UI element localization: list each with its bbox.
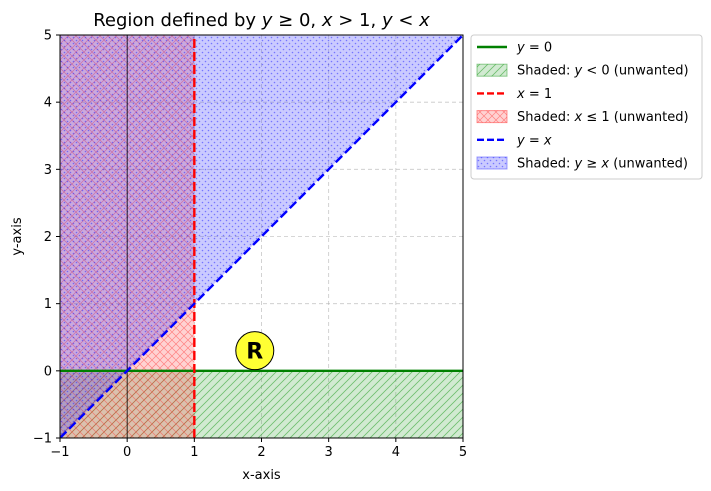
text-part: x bbox=[543, 133, 552, 148]
legend-label: x = 1 bbox=[516, 87, 552, 102]
text-part: = 0 bbox=[525, 41, 552, 56]
x-tick-label: −1 bbox=[50, 445, 69, 460]
text-part: y bbox=[516, 133, 525, 148]
text-part: > 1, bbox=[333, 10, 382, 31]
text-part: x bbox=[516, 87, 525, 102]
y-tick-label: 0 bbox=[44, 364, 52, 379]
legend-entry-shade_y_ge_x: Shaded: y ≥ x (unwanted) bbox=[476, 156, 688, 172]
legend-label: Shaded: x ≤ 1 (unwanted) bbox=[517, 110, 689, 125]
text-part: x bbox=[573, 110, 582, 125]
x-axis-label: x-axis bbox=[242, 468, 281, 483]
y-tick-label: 2 bbox=[44, 230, 52, 245]
y-tick-label: 1 bbox=[44, 297, 52, 312]
legend-swatch-hatch bbox=[477, 110, 507, 123]
text-part: x bbox=[418, 10, 430, 31]
legend-swatch-hatch bbox=[477, 64, 507, 77]
text-part: x bbox=[321, 10, 333, 31]
text-part: Region defined by bbox=[93, 10, 262, 31]
chart-title: Region defined by y ≥ 0, x > 1, y < x bbox=[93, 10, 430, 31]
text-part: ≥ bbox=[582, 157, 601, 172]
y-axis-label: y-axis bbox=[10, 217, 25, 255]
text-part: x bbox=[600, 157, 609, 172]
text-part: y bbox=[381, 10, 393, 31]
legend-entry-x1: x = 1 bbox=[477, 87, 552, 102]
text-part: Shaded: bbox=[517, 64, 574, 79]
x-tick-label: 3 bbox=[325, 445, 333, 460]
annotation-label: R bbox=[246, 340, 263, 365]
text-part: (unwanted) bbox=[609, 157, 688, 172]
y-tick-label: 4 bbox=[44, 96, 52, 111]
line-yx bbox=[60, 35, 463, 438]
legend-label: Shaded: y ≥ x (unwanted) bbox=[517, 157, 688, 172]
y-tick-label: 5 bbox=[44, 29, 52, 44]
x-tick-label: 4 bbox=[392, 445, 400, 460]
text-part: < bbox=[393, 10, 420, 31]
y-tick-label: −1 bbox=[33, 432, 52, 447]
region-hatch-shade_y_ge_x bbox=[60, 35, 463, 438]
text-part: y bbox=[573, 157, 582, 172]
boundary-lines bbox=[60, 35, 463, 438]
text-part: y bbox=[573, 64, 582, 79]
x-tick-label: 0 bbox=[123, 445, 131, 460]
x-tick-label: 5 bbox=[459, 445, 467, 460]
text-part: y bbox=[516, 41, 525, 56]
text-part: = 1 bbox=[525, 87, 552, 102]
legend-entry-shade_y_neg: Shaded: y < 0 (unwanted) bbox=[476, 63, 689, 79]
legend-label: y = 0 bbox=[516, 41, 552, 56]
text-part: y bbox=[261, 10, 273, 31]
legend-label: y = x bbox=[516, 133, 552, 148]
annotation-badge bbox=[235, 331, 275, 371]
legend-label: Shaded: y < 0 (unwanted) bbox=[517, 64, 689, 79]
y-tick-label: 3 bbox=[44, 163, 52, 178]
text-part: < 0 (unwanted) bbox=[582, 64, 688, 79]
legend-entry-shade_x_le_1: Shaded: x ≤ 1 (unwanted) bbox=[476, 110, 689, 125]
text-part: Shaded: bbox=[517, 110, 574, 125]
legend-frame bbox=[470, 34, 703, 180]
x-tick-label: 1 bbox=[190, 445, 198, 460]
x-tick-label: 2 bbox=[257, 445, 265, 460]
legend: y = 0 Shaded: y < 0 (unwanted) x = 1 Shaded… bbox=[470, 34, 703, 180]
text-part: Shaded: bbox=[517, 157, 574, 172]
text-part: ≥ 0, bbox=[272, 10, 321, 31]
legend-swatch-hatch bbox=[477, 157, 507, 169]
legend-entry-yx: y = x bbox=[477, 133, 552, 148]
annotations: R bbox=[235, 331, 275, 371]
axis-ticks: −1 0 1 2 3 4 5 −1 0 1 2 3 4 5 bbox=[33, 29, 467, 461]
text-part: = bbox=[525, 133, 544, 148]
legend-entry-y0: y = 0 bbox=[477, 41, 552, 56]
text-part: ≤ 1 (unwanted) bbox=[582, 110, 688, 125]
